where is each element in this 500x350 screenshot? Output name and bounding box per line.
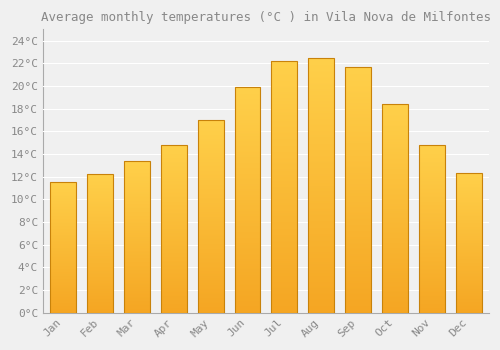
Bar bbox=[345, 67, 371, 313]
Bar bbox=[234, 87, 260, 313]
Bar bbox=[50, 182, 76, 313]
Bar bbox=[382, 104, 408, 313]
Bar bbox=[456, 173, 481, 313]
Bar bbox=[87, 174, 113, 313]
Bar bbox=[419, 145, 444, 313]
Bar bbox=[308, 58, 334, 313]
Bar bbox=[161, 145, 186, 313]
Bar bbox=[124, 161, 150, 313]
Title: Average monthly temperatures (°C ) in Vila Nova de Milfontes: Average monthly temperatures (°C ) in Vi… bbox=[41, 11, 491, 24]
Bar bbox=[272, 61, 297, 313]
Bar bbox=[198, 120, 224, 313]
